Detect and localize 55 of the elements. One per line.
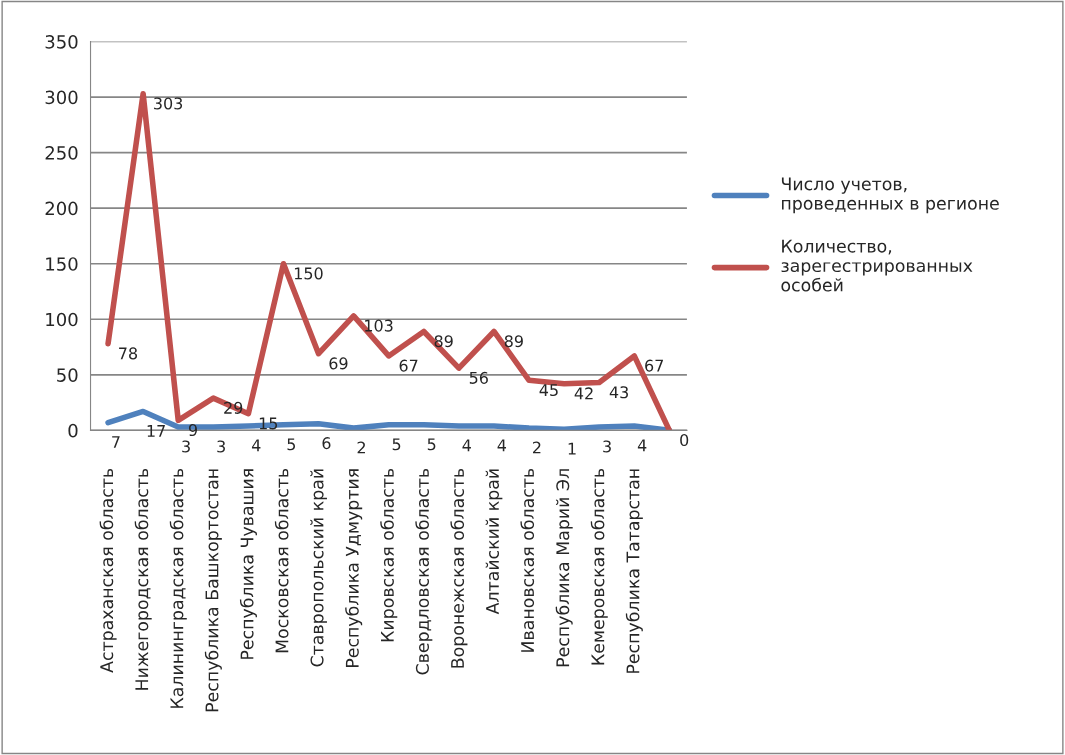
y-tick-label: 250 bbox=[45, 146, 78, 160]
legend-label: Количество, зарегестрированных особей bbox=[781, 239, 973, 292]
data-label: 7 bbox=[112, 436, 120, 448]
y-tick-label: 150 bbox=[46, 257, 78, 271]
x-tick-label: Кемеровская область bbox=[590, 468, 608, 665]
data-label: 4 bbox=[497, 439, 507, 452]
data-label: 4 bbox=[637, 439, 647, 452]
x-tick-label: Республика Татарстан bbox=[625, 469, 643, 673]
data-label: 56 bbox=[469, 371, 488, 384]
x-tick-label: Республика Удмуртия bbox=[345, 469, 363, 668]
legend-label: Число учетов, проведенных в регионе bbox=[781, 177, 999, 214]
x-tick-label: Московская область bbox=[274, 468, 289, 653]
data-label: 89 bbox=[504, 335, 523, 348]
x-tick-label: Ивановская область bbox=[520, 468, 535, 652]
x-tick-label: Воронежская область bbox=[450, 468, 468, 668]
y-tick-label: 0 bbox=[68, 423, 78, 438]
data-label: 303 bbox=[154, 97, 183, 110]
x-tick-label: Ставропольский край bbox=[310, 469, 327, 667]
x-tick-label: Свердловская область bbox=[415, 468, 433, 675]
data-label: 5 bbox=[287, 438, 296, 451]
x-tick-label: Алтайский край bbox=[485, 469, 503, 615]
data-label: 5 bbox=[392, 438, 401, 451]
data-label: 103 bbox=[365, 319, 393, 332]
y-tick-label: 300 bbox=[45, 90, 78, 105]
x-tick-label: Республика Башкортостан bbox=[204, 469, 222, 712]
x-tick-label: Кировская область bbox=[380, 468, 398, 642]
data-label: 42 bbox=[574, 387, 593, 400]
x-tick-label: Республика Чувашия bbox=[239, 469, 257, 659]
data-label: 1 bbox=[568, 442, 576, 455]
data-label: 150 bbox=[294, 267, 323, 280]
data-label: 3 bbox=[603, 440, 611, 453]
data-label: 2 bbox=[357, 441, 365, 454]
y-tick-label: 100 bbox=[46, 312, 78, 327]
data-label: 4 bbox=[462, 439, 471, 452]
data-label: 89 bbox=[434, 335, 453, 348]
y-tick-label: 50 bbox=[57, 368, 78, 382]
data-label: 69 bbox=[329, 357, 348, 370]
x-tick-label: Астраханская область bbox=[99, 468, 117, 673]
y-tick-label: 350 bbox=[45, 34, 78, 49]
data-label: 3 bbox=[182, 440, 190, 453]
data-label: 6 bbox=[322, 437, 331, 450]
x-tick-label: Калининградская область bbox=[169, 468, 187, 708]
data-label: 5 bbox=[427, 438, 436, 451]
data-label: 4 bbox=[251, 439, 261, 452]
data-label: 3 bbox=[217, 440, 225, 453]
data-label: 43 bbox=[609, 386, 628, 399]
data-label: 2 bbox=[533, 441, 541, 454]
data-label: 67 bbox=[645, 359, 663, 372]
y-tick-label: 200 bbox=[45, 201, 78, 216]
data-label: 67 bbox=[399, 359, 418, 372]
data-label: 0 bbox=[680, 434, 689, 447]
x-tick-label: Нижегородская область bbox=[134, 468, 152, 690]
data-label: 78 bbox=[119, 347, 138, 360]
x-tick-label: Республика Марий Эл bbox=[555, 469, 573, 667]
data-label: 45 bbox=[539, 384, 558, 397]
